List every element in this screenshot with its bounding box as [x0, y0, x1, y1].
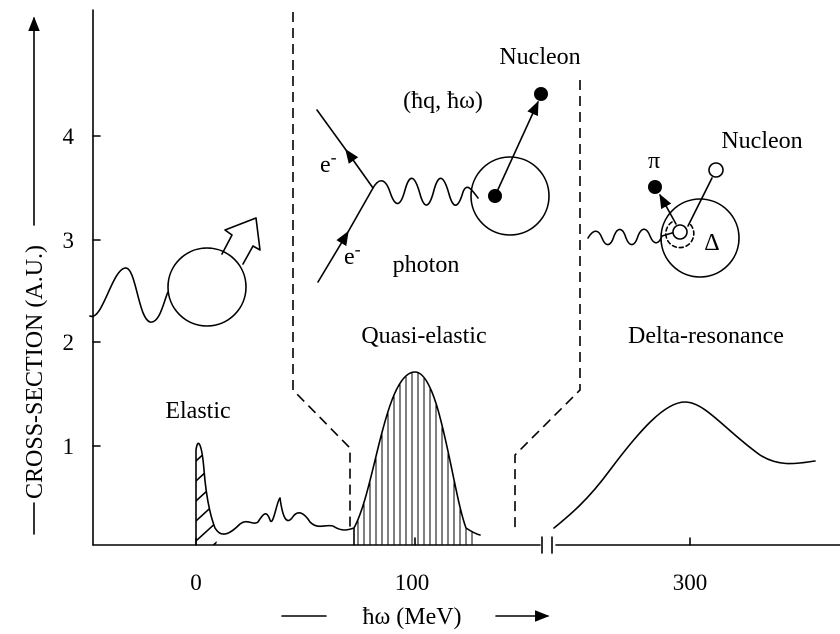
virtual-photon-wave — [373, 178, 478, 205]
label-nucleon-delta: Nucleon — [721, 128, 802, 154]
label-delta-resonance: Delta-resonance — [628, 323, 784, 349]
label-elastic: Elastic — [165, 398, 230, 424]
delta-resonance-inner — [673, 225, 687, 239]
inset-frame-right — [515, 80, 580, 528]
x-tick-label-100: 100 — [395, 570, 430, 595]
label-nucleon-quasi: Nucleon — [499, 44, 580, 70]
elastic-nucleus — [168, 248, 246, 326]
delta-resonance-curve — [554, 402, 815, 528]
y-tick-label-3: 3 — [63, 228, 75, 253]
electron-in-line-2 — [348, 188, 373, 232]
y-tick-label-2: 2 — [63, 330, 75, 355]
nucleon-out-line — [688, 178, 712, 226]
elastic-photon-wave — [90, 268, 168, 322]
knockout-nucleon — [534, 87, 548, 101]
label-electron-in: e- — [344, 239, 361, 270]
label-delta-symbol: Δ — [704, 230, 719, 256]
delta-nucleus — [661, 199, 739, 277]
label-photon: photon — [393, 252, 460, 278]
x-axis-label: ħω (MeV) — [362, 604, 461, 630]
x-tick-label-0: 0 — [190, 570, 202, 595]
electron-out-line-2 — [317, 110, 346, 150]
target-nucleus — [471, 157, 549, 235]
label-pion: π — [648, 148, 660, 174]
y-tick-label-1: 1 — [63, 434, 75, 459]
pion-particle — [648, 180, 662, 194]
nucleon-out-particle — [709, 163, 723, 177]
knockout-nucleon-arrow — [495, 102, 538, 196]
y-tick-label-4: 4 — [63, 124, 75, 149]
cross-section-curve — [196, 372, 480, 545]
label-momentum-transfer: (ħq, ħω) — [403, 88, 483, 114]
elastic-recoil-arrow — [222, 218, 260, 264]
x-tick-label-300: 300 — [673, 570, 708, 595]
delta-photon-wave — [588, 229, 672, 244]
quasi-elastic-hatch — [358, 360, 472, 545]
delta-resonance-dashed — [666, 222, 694, 248]
inset-frame-left — [293, 12, 350, 528]
label-electron-out: e- — [320, 147, 337, 178]
y-axis-label: CROSS-SECTION (A.U.) — [22, 245, 48, 499]
electron-out-line — [346, 150, 373, 188]
label-quasi-elastic: Quasi-elastic — [361, 323, 486, 349]
